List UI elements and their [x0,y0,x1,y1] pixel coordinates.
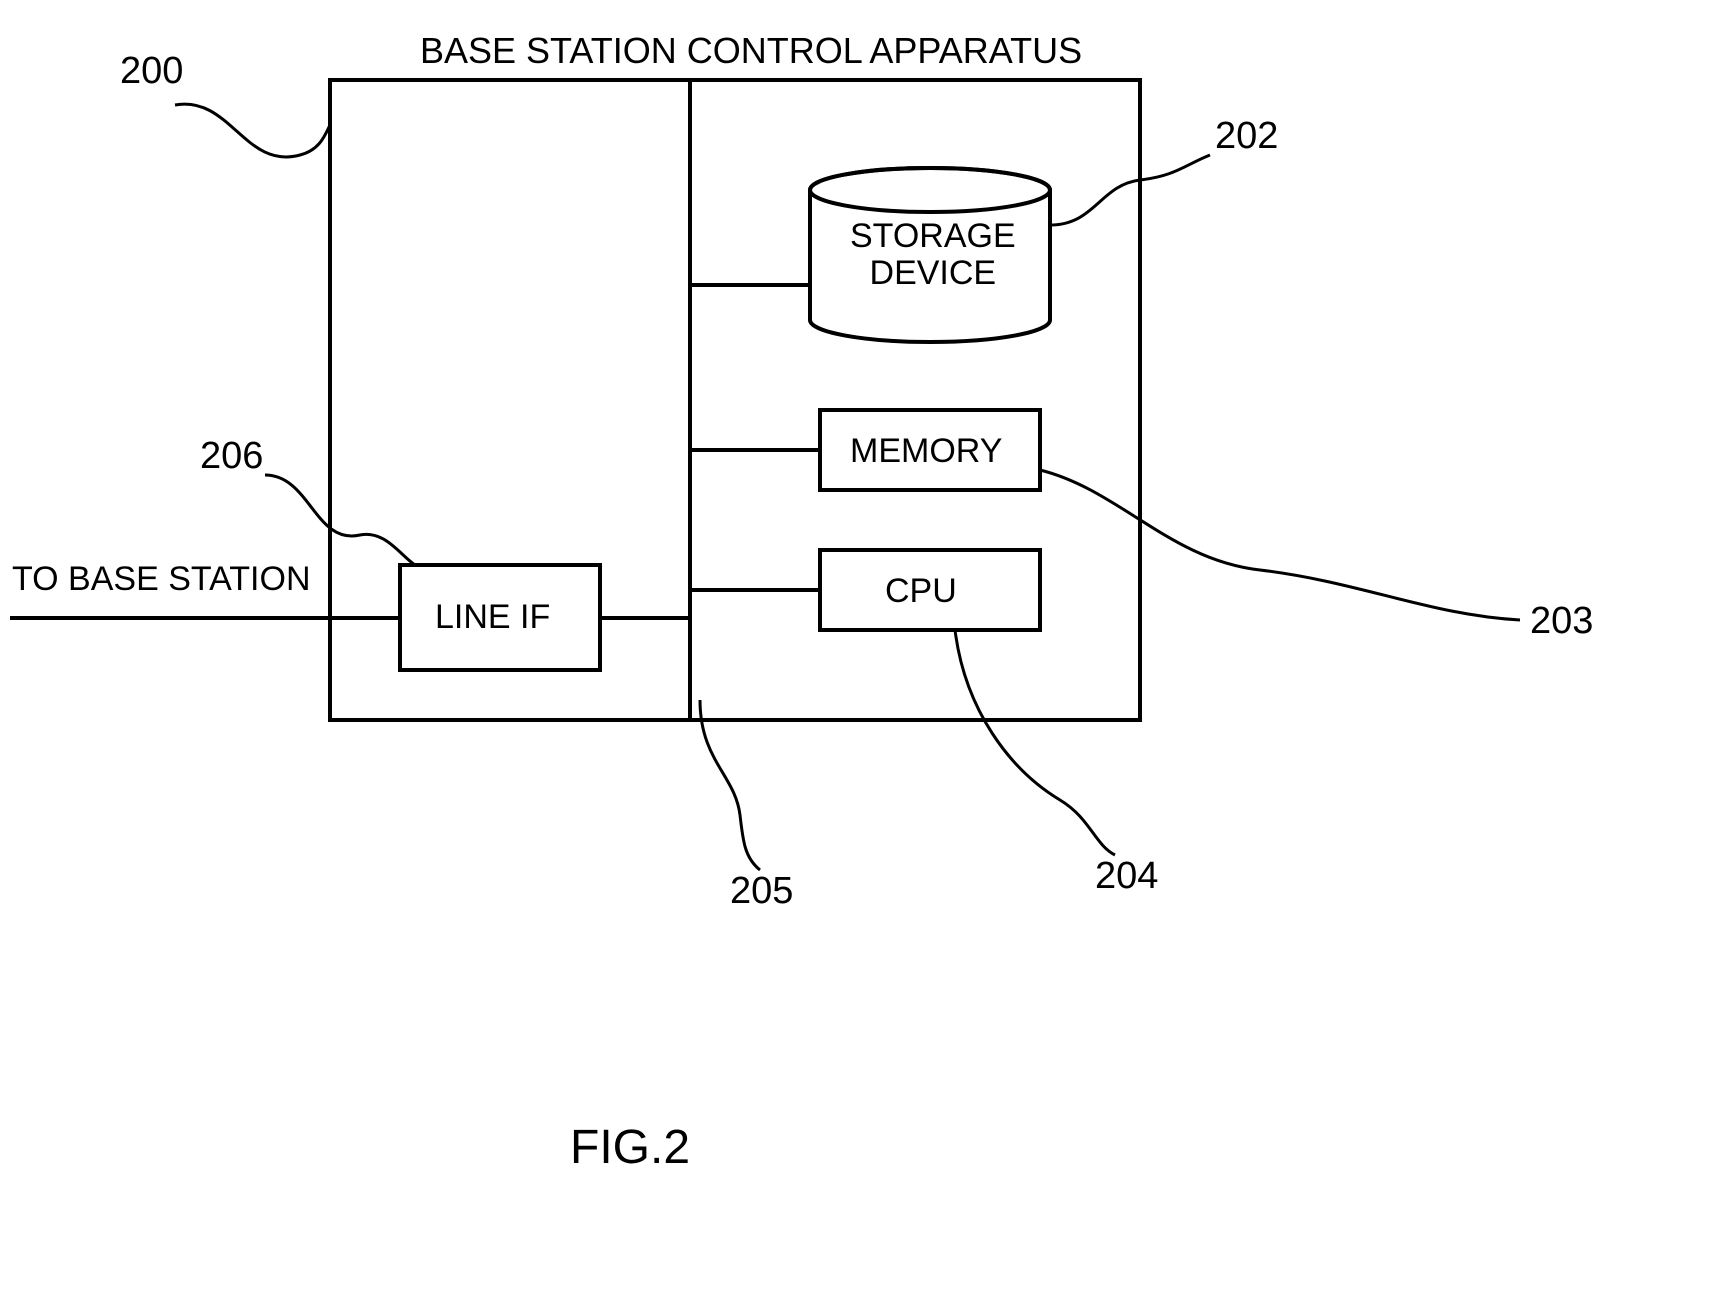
memory-label: MEMORY [850,432,1002,471]
lead-204 [955,630,1115,855]
cpu-label: CPU [885,572,957,611]
figure-label: FIG.2 [570,1120,690,1175]
diagram-svg [0,0,1729,1290]
ref-202: 202 [1215,115,1278,158]
ref-205: 205 [730,870,793,913]
lead-206 [265,475,415,565]
lead-203 [1040,470,1520,620]
diagram-canvas: BASE STATION CONTROL APPARATUS TO BASE S… [0,0,1729,1290]
external-label: TO BASE STATION [12,560,311,599]
lead-202 [1050,155,1210,225]
line-if-label: LINE IF [435,598,550,637]
ref-206: 206 [200,435,263,478]
diagram-title: BASE STATION CONTROL APPARATUS [420,30,1082,72]
ref-203: 203 [1530,600,1593,643]
ref-200: 200 [120,50,183,93]
lead-200 [175,104,330,157]
ref-204: 204 [1095,855,1158,898]
lead-205 [700,700,760,870]
storage-label: STORAGE DEVICE [850,218,1016,293]
